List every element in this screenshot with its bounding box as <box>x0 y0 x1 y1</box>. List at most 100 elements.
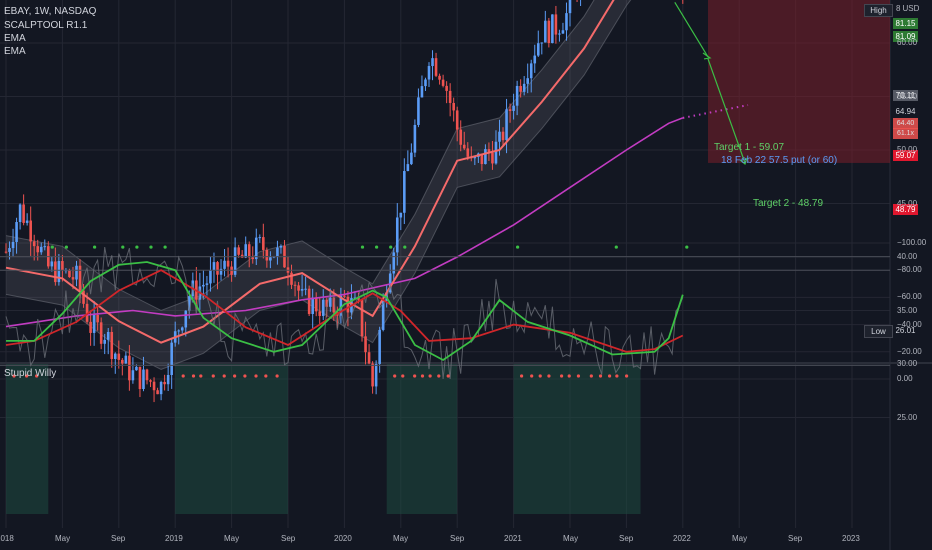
osc-top-dot <box>264 374 268 378</box>
osc-bottom-dot <box>403 245 407 249</box>
candle-up <box>212 262 216 271</box>
osc-bottom-dot <box>121 245 125 249</box>
candle-up <box>417 97 420 125</box>
candle-up <box>392 252 396 274</box>
indicator-legend-ema-1[interactable]: EMA <box>4 33 26 44</box>
candle-down <box>459 129 463 145</box>
candle-up <box>529 63 533 79</box>
candle-down <box>314 297 318 312</box>
candle-up <box>374 363 378 387</box>
candle-down <box>293 284 297 286</box>
candle-down <box>89 321 92 333</box>
candle-up <box>321 299 325 316</box>
candle-up <box>424 79 427 87</box>
osc-top-dot <box>222 374 226 378</box>
osc-top-dot <box>243 374 247 378</box>
candle-down <box>226 260 230 267</box>
candle-down <box>82 290 85 304</box>
time-axis-tick: May <box>393 534 409 543</box>
osc-axis-tick: 0.00 <box>897 374 913 383</box>
candle-down <box>325 299 329 307</box>
candle-up <box>378 329 381 364</box>
osc-top-dot <box>401 374 405 378</box>
candle-down <box>441 79 445 86</box>
osc-top-dot <box>275 374 279 378</box>
candle-down <box>519 85 522 92</box>
candle-down <box>508 109 512 111</box>
candle-down <box>121 359 124 364</box>
osc-top-dot <box>12 374 16 378</box>
osc-top-dot <box>199 374 203 378</box>
candle-down <box>360 299 364 337</box>
osc-top-dot <box>520 374 524 378</box>
candle-up <box>304 288 307 290</box>
low-value-badge: 26.01 <box>893 325 918 336</box>
candle-down <box>54 261 57 283</box>
candle-down <box>332 297 336 313</box>
candle-up <box>244 244 247 258</box>
osc-bottom-dot <box>64 245 68 249</box>
osc-axis-tick: −40.00 <box>897 320 922 329</box>
candle-down <box>343 295 346 297</box>
candle-up <box>180 327 184 331</box>
time-axis-tick: 2022 <box>673 534 691 543</box>
target-1-badge: 59.07 <box>893 150 918 161</box>
candle-down <box>145 369 149 381</box>
candle-down <box>230 266 233 275</box>
osc-top-dot <box>567 374 571 378</box>
candle-down <box>357 297 360 300</box>
candle-down <box>128 355 131 381</box>
osc-top-dot <box>624 374 629 378</box>
indicator-legend-scalptool[interactable]: SCALPTOOL R1.1 <box>4 20 88 31</box>
candle-up <box>254 237 258 260</box>
candle-up <box>388 273 392 293</box>
candle-up <box>311 297 314 314</box>
candle-up <box>103 339 106 344</box>
candle-up <box>568 0 572 14</box>
candle-up <box>561 30 565 34</box>
candle-down <box>297 285 300 291</box>
candle-up <box>533 55 537 64</box>
candle-down <box>438 75 441 80</box>
candle-up <box>565 13 568 31</box>
osc-bottom-dot <box>50 245 54 249</box>
time-axis-tick: May <box>224 534 240 543</box>
candle-down <box>22 204 25 223</box>
osc-top-dot <box>598 374 603 378</box>
ema-fast-line <box>5 0 615 344</box>
candle-down <box>307 288 311 314</box>
candle-up <box>202 284 205 287</box>
osc-top-dot <box>446 374 450 378</box>
osc-shaded-period <box>6 364 49 514</box>
candle-up <box>515 85 519 106</box>
candle-up <box>403 171 406 213</box>
time-axis-tick: Sep <box>788 534 803 543</box>
target-2-arrow-head <box>739 157 748 165</box>
candle-up <box>494 141 498 164</box>
candle-up <box>276 247 279 257</box>
oscillator-legend[interactable]: Stupid Willy <box>4 368 57 379</box>
candle-up <box>505 109 508 141</box>
candle-down <box>262 237 265 250</box>
indicator-legend-ema-2[interactable]: EMA <box>4 46 26 57</box>
price-axis-tick: 30.00 <box>897 359 918 368</box>
price-axis-tick: 45.00 <box>897 199 918 208</box>
osc-bottom-dot <box>389 245 393 249</box>
osc-top-dot <box>428 374 432 378</box>
symbol-legend[interactable]: EBAY, 1W, NASDAQ <box>4 6 97 17</box>
time-axis-tick: May <box>732 534 748 543</box>
candle-up <box>92 314 96 333</box>
osc-top-dot <box>25 374 29 378</box>
candle-up <box>11 241 15 249</box>
candle-down <box>501 131 505 141</box>
ema-slow-line <box>5 117 684 328</box>
candle-up <box>233 247 237 275</box>
candle-up <box>43 246 47 248</box>
candle-up <box>219 268 223 275</box>
price-axis-tick: 60.00 <box>897 38 918 47</box>
candle-down <box>367 352 371 364</box>
price-axis-tick: 35.00 <box>897 306 918 315</box>
candle-down <box>462 144 466 149</box>
price-axis-tick: 40.00 <box>897 252 918 261</box>
